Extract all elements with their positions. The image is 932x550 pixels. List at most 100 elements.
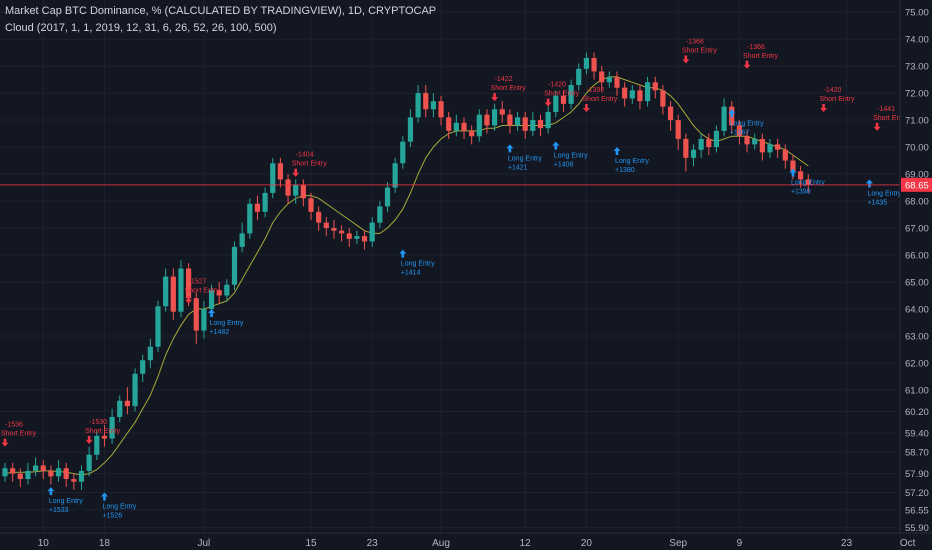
short-entry-marker: Short Entry -1441 bbox=[873, 106, 909, 131]
price-tick-label: 65.00 bbox=[905, 277, 929, 288]
signal-value: +1414 bbox=[401, 270, 421, 277]
candle-body bbox=[170, 276, 176, 312]
candle bbox=[652, 76, 658, 99]
candle bbox=[71, 473, 77, 490]
candle-body bbox=[545, 111, 551, 129]
candle-body bbox=[300, 184, 306, 199]
candle-body bbox=[132, 373, 138, 407]
long-entry-marker: Long Entry +1421 bbox=[506, 144, 542, 171]
long-entry-marker: Long Entry +1398 bbox=[789, 168, 825, 196]
signal-label: Short Entry bbox=[743, 53, 779, 60]
arrow-up-icon bbox=[613, 147, 621, 156]
signal-label: Long Entry bbox=[49, 498, 83, 505]
candle bbox=[759, 133, 765, 161]
candle-body bbox=[361, 236, 368, 242]
candle-body bbox=[530, 120, 536, 131]
candle-body bbox=[752, 138, 758, 145]
price-tick-label: 57.20 bbox=[905, 488, 929, 499]
signal-value: +1526 bbox=[102, 513, 122, 520]
candle bbox=[576, 63, 582, 91]
candle bbox=[101, 425, 108, 447]
time-axis[interactable]: 10 18 Jul 15 23 Aug 12 20 Sep 9 23 Oct bbox=[0, 532, 932, 550]
candle bbox=[10, 462, 16, 482]
candle-body bbox=[124, 400, 130, 407]
candle bbox=[683, 133, 689, 172]
candle-body bbox=[331, 228, 337, 231]
candle bbox=[606, 71, 612, 88]
signal-value: +1367 bbox=[730, 129, 750, 136]
candle-body bbox=[270, 163, 276, 193]
price-tick-label: 75.00 bbox=[905, 8, 929, 19]
candle-body bbox=[469, 130, 475, 137]
candle bbox=[361, 230, 368, 250]
candle-body bbox=[201, 308, 207, 331]
long-entry-marker: Long Entry +1482 bbox=[208, 308, 244, 336]
candle bbox=[155, 300, 161, 353]
long-entry-marker: Long Entry +1414 bbox=[399, 249, 435, 277]
grid bbox=[0, 0, 909, 533]
candle-body bbox=[537, 120, 544, 129]
candle-body bbox=[514, 117, 521, 126]
candle bbox=[514, 111, 521, 131]
time-tick-label: Sep bbox=[669, 538, 687, 549]
price-tick-label: 66.00 bbox=[905, 251, 929, 262]
arrow-up-icon bbox=[506, 144, 514, 153]
arrow-up-icon bbox=[728, 109, 736, 118]
candle bbox=[752, 133, 758, 150]
candle-body bbox=[40, 465, 46, 471]
long-entry-marker: Long Entry +1380 bbox=[613, 147, 649, 174]
price-axis-panel bbox=[900, 0, 932, 550]
candle-body bbox=[117, 400, 123, 417]
candle bbox=[163, 268, 169, 312]
candle bbox=[721, 98, 727, 137]
candle bbox=[706, 133, 712, 156]
candle-body bbox=[147, 346, 153, 361]
arrow-down-icon bbox=[544, 98, 552, 107]
price-tick-label: 64.00 bbox=[905, 304, 929, 315]
candle bbox=[667, 101, 674, 131]
time-tick-label: 20 bbox=[581, 538, 593, 549]
indicator-label: Cloud (2017, 1, 1, 2019, 12, 31, 6, 26, … bbox=[5, 22, 277, 34]
price-tick-label: 73.00 bbox=[905, 62, 929, 73]
candle bbox=[637, 84, 643, 110]
candle bbox=[553, 90, 559, 118]
arrow-down-icon bbox=[582, 103, 590, 112]
signal-value: +1482 bbox=[210, 329, 230, 336]
signal-value: +1435 bbox=[867, 199, 887, 206]
short-entry-marker: Short Entry -1420 bbox=[544, 82, 580, 107]
signal-label: Long Entry bbox=[554, 153, 588, 160]
candle bbox=[224, 279, 230, 301]
candle bbox=[48, 465, 54, 485]
candle bbox=[354, 230, 360, 245]
arrow-down-icon bbox=[820, 103, 828, 112]
candle-body bbox=[392, 163, 398, 188]
candle-body bbox=[33, 465, 39, 471]
candle bbox=[17, 468, 23, 488]
candle-body bbox=[583, 57, 589, 69]
time-tick-label: 10 bbox=[38, 538, 50, 549]
signal-label: Short Entry bbox=[544, 91, 580, 98]
signal-value: -1420 bbox=[548, 82, 566, 89]
candle-body bbox=[224, 284, 230, 296]
time-tick-label: 18 bbox=[99, 538, 111, 549]
signal-value: -1368 bbox=[686, 38, 704, 45]
candle bbox=[369, 217, 375, 247]
candle bbox=[124, 387, 130, 415]
candle bbox=[170, 268, 176, 320]
short-entry-marker: Short Entry -1420 bbox=[820, 87, 855, 112]
candle-body bbox=[354, 236, 360, 239]
candles-layer bbox=[2, 52, 811, 490]
candle bbox=[33, 457, 39, 477]
candle-body bbox=[652, 82, 658, 91]
short-entry-marker: Short Entry -1536 bbox=[1, 422, 37, 447]
signal-value: -1420 bbox=[824, 87, 842, 94]
price-axis[interactable]: 75.00 74.00 73.00 72.00 71.00 70.00 69.00 68.00… bbox=[899, 0, 932, 550]
candle-body bbox=[484, 114, 490, 126]
candle-body bbox=[606, 76, 612, 83]
candle bbox=[407, 109, 414, 148]
arrow-down-icon bbox=[292, 168, 300, 177]
candle bbox=[453, 114, 459, 137]
candle-body bbox=[407, 117, 414, 142]
arrow-up-icon bbox=[865, 179, 873, 188]
